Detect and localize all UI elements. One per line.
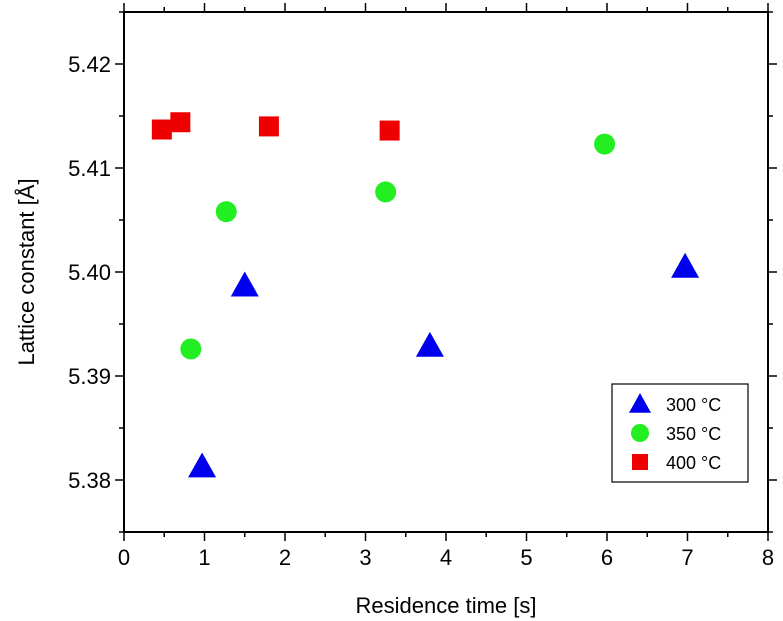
x-tick-label: 2 [279,545,291,570]
square-point [379,120,400,141]
square-point [151,119,172,140]
y-tick-label: 5.41 [68,156,111,181]
legend-item: 300 °C [629,393,721,415]
triangle-point [230,271,259,297]
y-tick-label: 5.39 [68,364,111,389]
triangle-point [188,452,217,478]
circle-point [375,181,397,203]
legend-square-icon [632,454,648,470]
legend-item: 350 °C [631,424,721,444]
y-tick-label: 5.38 [68,468,111,493]
triangle-point [415,331,444,357]
x-tick-label: 8 [762,545,774,570]
tick-labels: 0 1 2 3 4 5 6 7 8 5.38 5.39 5.40 5.41 5.42 [68,52,774,570]
legend-item: 400 °C [632,453,721,473]
legend-label: 400 °C [666,453,721,473]
legend-label: 350 °C [666,424,721,444]
triangle-point [671,252,700,278]
legend-circle-icon [631,424,649,442]
circle-point [215,201,237,223]
y-tick-label: 5.42 [68,52,111,77]
x-tick-label: 5 [520,545,532,570]
circle-point [180,338,202,360]
x-tick-label: 4 [440,545,452,570]
y-tick-label: 5.40 [68,260,111,285]
x-tick-label: 7 [681,545,693,570]
square-point [258,116,279,137]
x-tick-label: 1 [198,545,210,570]
circle-point [594,133,616,155]
data-marks [151,112,700,478]
x-axis-title: Residence time [s] [356,593,537,618]
x-tick-label: 3 [359,545,371,570]
x-tick-label: 0 [118,545,130,570]
x-tick-label: 6 [601,545,613,570]
axis-ticks [115,3,777,541]
legend: 300 °C 350 °C 400 °C [611,383,749,483]
y-axis-title: Lattice constant [Å] [14,178,39,365]
legend-triangle-icon [629,393,651,413]
square-point [170,112,191,133]
legend-label: 300 °C [666,395,721,415]
